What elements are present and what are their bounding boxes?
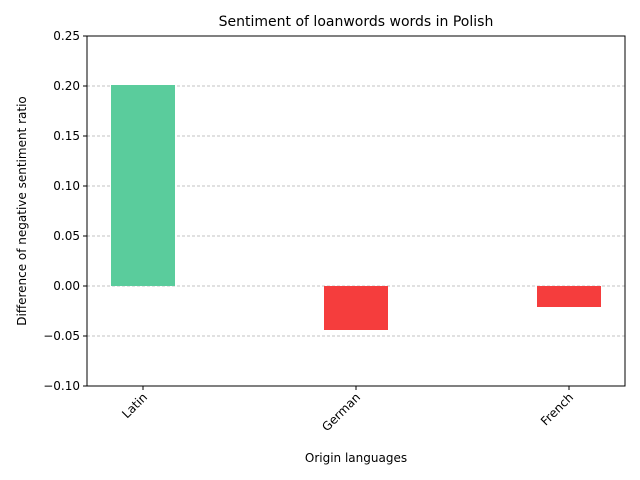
bar-french — [537, 286, 601, 307]
bars — [111, 85, 601, 330]
y-tick-label: −0.10 — [43, 379, 80, 393]
y-tick-label: 0.10 — [53, 179, 80, 193]
chart-title: Sentiment of loanwords words in Polish — [219, 14, 494, 30]
bar-latin — [111, 85, 175, 286]
x-axis-label: Origin languages — [305, 451, 407, 465]
x-tick-label: German — [319, 390, 363, 434]
y-tick-label: 0.20 — [53, 79, 80, 93]
y-tick-label: 0.25 — [53, 29, 80, 43]
y-axis-ticks: −0.10 −0.05 0.00 0.05 0.10 0.15 0.20 0.25 — [43, 29, 87, 393]
y-tick-label: 0.15 — [53, 129, 80, 143]
x-tick-label: French — [538, 390, 576, 428]
y-axis-label: Difference of negative sentiment ratio — [15, 96, 29, 326]
x-tick-label: Latin — [119, 390, 150, 421]
y-tick-label: 0.05 — [53, 229, 80, 243]
y-tick-label: 0.00 — [53, 279, 80, 293]
bar-german — [324, 286, 388, 330]
x-axis-ticks: Latin German French — [119, 386, 576, 434]
y-tick-label: −0.05 — [43, 329, 80, 343]
